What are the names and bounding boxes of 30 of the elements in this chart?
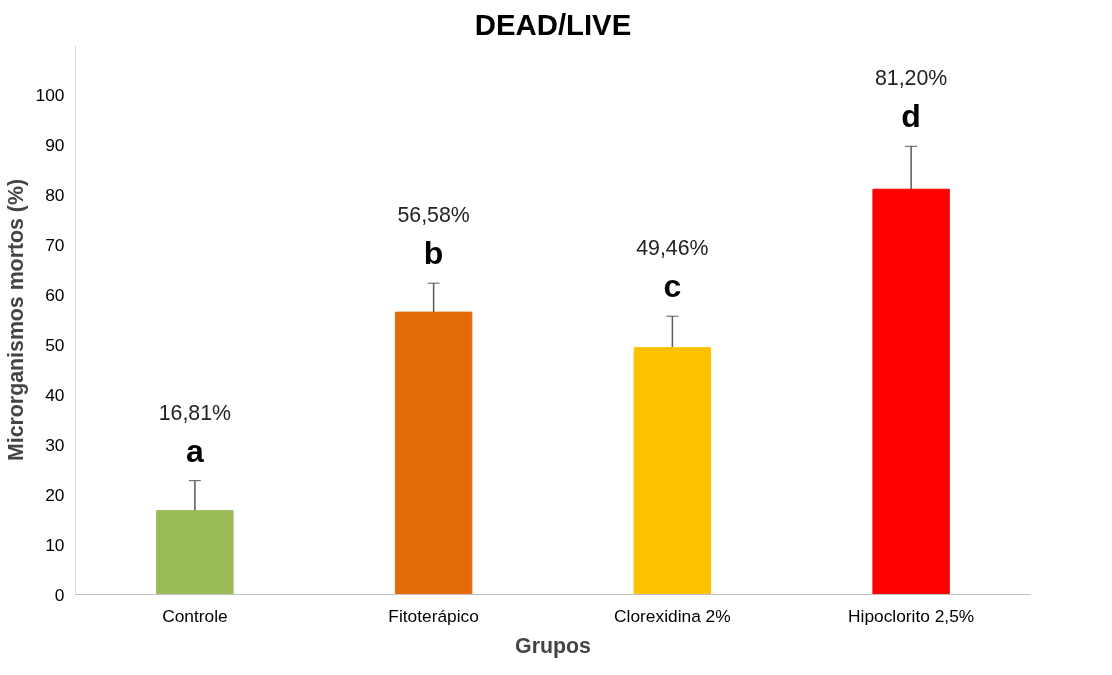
x-axis-title: Grupos <box>515 633 591 658</box>
y-axis-title: Microrganismos mortos (%) <box>3 178 28 462</box>
y-tick-label: 30 <box>45 434 65 455</box>
x-tick-label: Hipoclorito 2,5% <box>848 605 975 626</box>
y-tick-label: 60 <box>45 285 65 306</box>
y-tick-label: 20 <box>45 484 65 505</box>
chart-title: DEAD/LIVE <box>474 7 632 41</box>
bar <box>633 347 712 595</box>
bar <box>394 311 473 595</box>
annotation: 56,58% <box>397 203 470 228</box>
y-tick-label: 40 <box>45 384 65 405</box>
annotation: 81,20% <box>874 66 948 91</box>
bar <box>156 510 234 595</box>
annotation: c <box>663 268 682 305</box>
annotation: 49,46% <box>636 236 709 261</box>
annotation: d <box>901 98 921 135</box>
y-tick-label: 90 <box>45 135 65 156</box>
annotation: b <box>423 235 444 272</box>
annotation: a <box>185 432 204 469</box>
y-tick-label: 10 <box>45 534 65 555</box>
x-tick-label: Clorexidina 2% <box>614 605 731 626</box>
y-tick-label: 100 <box>35 85 65 106</box>
annotation: 16,81% <box>158 400 232 425</box>
y-tick-label: 70 <box>45 235 65 256</box>
x-tick-label: Fitoterápico <box>388 605 479 626</box>
y-tick-label: 0 <box>54 584 65 605</box>
y-tick-label: 80 <box>45 185 65 206</box>
bar <box>872 188 950 595</box>
x-tick-label: Controle <box>162 605 228 626</box>
y-tick-label: 50 <box>45 334 65 355</box>
